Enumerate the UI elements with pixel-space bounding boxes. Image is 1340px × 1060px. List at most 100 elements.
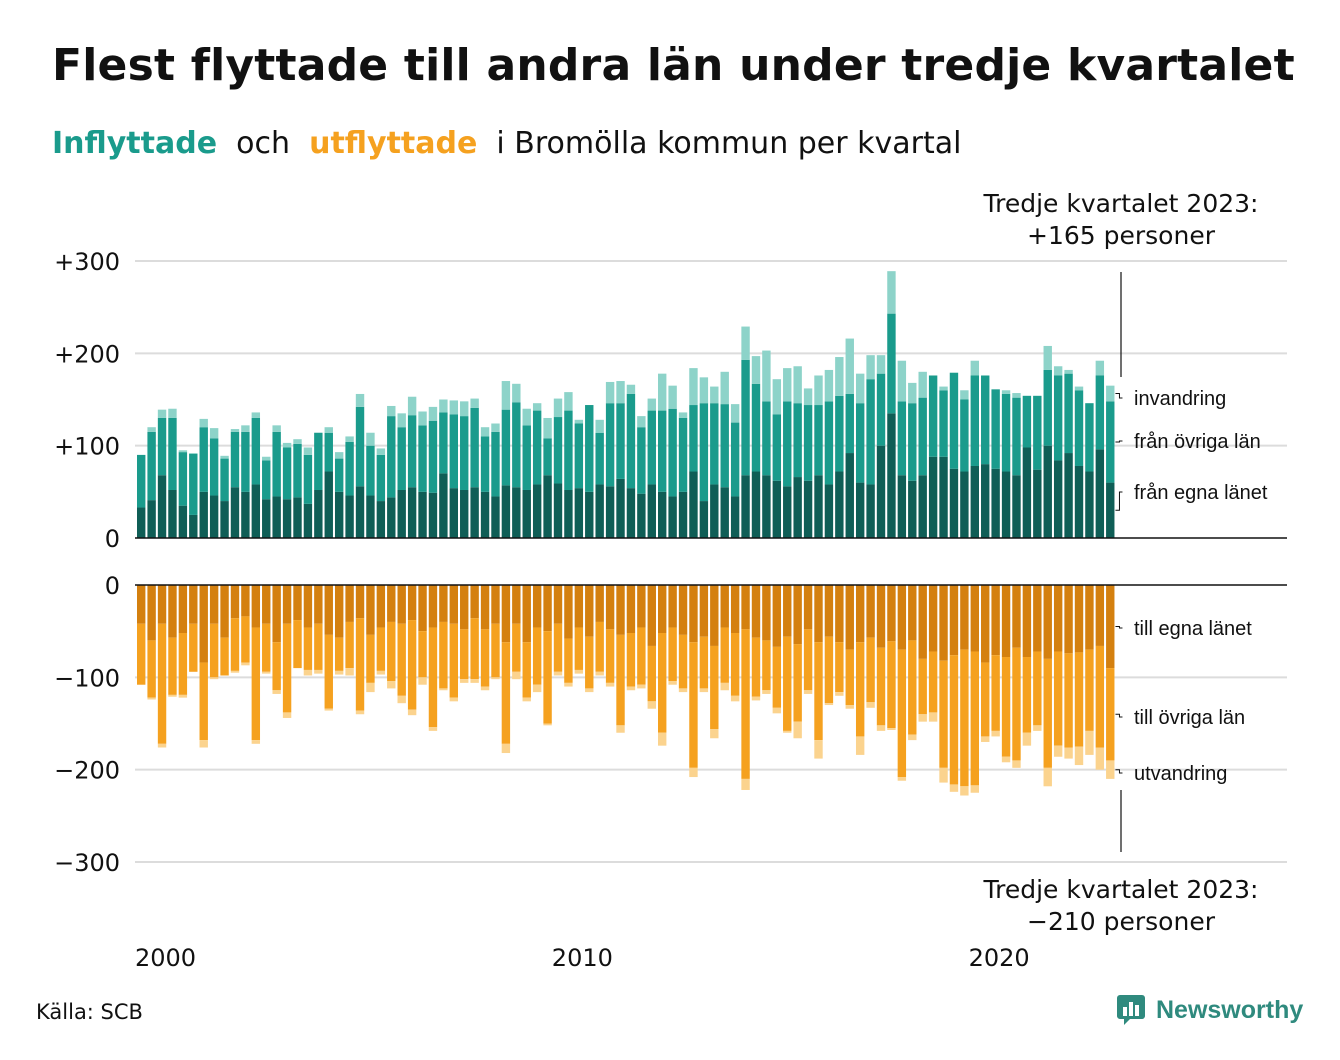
bar-segment [1064,747,1073,759]
bar-segment [658,633,667,733]
bar-segment [1012,393,1021,398]
bar-segment [355,585,365,619]
bar-segment [168,585,177,638]
bar-segment [272,496,281,538]
bar-segment [897,401,907,476]
bar-segment [908,734,917,741]
bar-segment [262,671,271,674]
y-tick-label: +100 [54,433,120,461]
bar-segment [647,484,656,538]
x-tick-label: 2020 [969,944,1030,972]
bar-segment [824,636,834,704]
bar-segment [637,427,646,494]
bar-segment [355,393,365,407]
bar-segment [157,475,167,538]
bar-segment [585,405,594,492]
bar-segment [449,585,458,624]
bar-segment [574,488,584,538]
bar-segment [1001,585,1011,658]
bar-segment [970,585,979,652]
bar-segment [1043,369,1052,446]
bar-segment [730,496,740,538]
bar-segment [397,695,406,704]
bar-segment [199,491,208,538]
bar-segment [772,414,782,481]
bar-segment [532,627,542,685]
bar-segment [480,686,490,691]
bar-segment [741,359,750,476]
bar-segment [1053,366,1063,376]
bar-segment [762,475,771,538]
bar-segment [491,423,500,432]
bar-segment [887,271,896,314]
bar-segment [199,662,208,741]
bar-segment [897,777,907,781]
source-note: Källa: SCB [36,1000,143,1024]
bar-segment [699,688,709,693]
bar-segment [387,681,396,689]
bar-segment [407,415,417,488]
bar-segment [439,473,448,538]
brand-logo: Newsworthy [1116,994,1303,1026]
bar-segment [585,636,594,689]
bar-segment [595,671,604,676]
bar-segment [824,703,834,706]
bar-segment [293,497,302,538]
bar-segment [928,375,938,457]
bar-segment [949,468,959,538]
series-label: från övriga län [1134,431,1261,453]
bar-segment [439,688,448,691]
bar-segment [845,338,854,394]
bar-segment [897,649,907,778]
bar-segment [293,443,302,498]
bar-segment [876,725,886,731]
bar-segment [1022,732,1032,746]
bar-segment [939,390,948,457]
bar-segment [793,403,802,478]
bar-segment [803,480,813,538]
bar-segment [783,368,792,402]
bar-segment [678,634,688,689]
bar-segment [658,585,667,634]
bar-segment [251,740,261,744]
bar-segment [460,416,469,490]
bar-segment [720,627,729,683]
bar-segment [522,489,531,538]
bar-segment [637,416,646,428]
bar-segment [262,460,271,500]
bar-segment [397,489,406,538]
bar-segment [970,375,979,466]
bar-segment [981,662,990,737]
bar-segment [1074,465,1084,538]
bar-segment [564,392,573,411]
bar-segment [314,585,323,624]
bar-segment [887,413,896,538]
bar-segment [658,410,667,492]
series-label: från egna länet [1134,482,1268,504]
bar-segment [355,406,365,487]
inflow-bars [137,271,1115,538]
bar-segment [1012,760,1021,768]
bar-segment [710,585,719,646]
y-tick-label: 0 [105,525,120,553]
bar-segment [710,386,719,404]
bar-segment [595,419,604,433]
bar-segment [303,585,313,628]
bar-segment [855,736,865,755]
bar-segment [376,585,386,628]
bar-segment [835,471,844,538]
bar-segment [553,417,563,484]
bar-segment [366,432,375,446]
bar-segment [887,313,896,414]
bar-segment [418,631,427,678]
bar-segment [616,725,625,733]
bar-segment [949,372,959,469]
newsworthy-logo-icon [1117,995,1145,1025]
bar-segment [522,585,531,643]
bar-segment [460,401,469,417]
bar-segment [272,585,281,643]
bar-segment [866,585,875,638]
bar-segment [1106,401,1115,483]
bar-segment [730,422,740,497]
bar-segment [626,633,636,687]
